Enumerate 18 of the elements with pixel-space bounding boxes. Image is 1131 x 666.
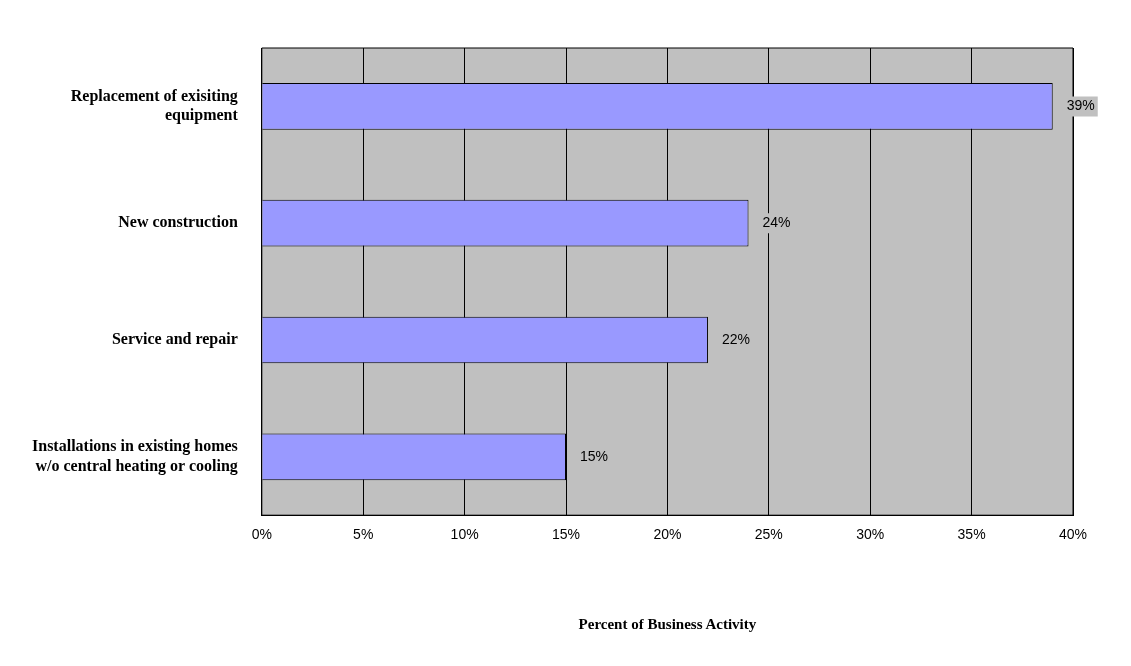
x-tick-label: 25%	[754, 526, 783, 543]
y-tick-label: Service and repair	[111, 330, 238, 349]
data-label: 15%	[580, 447, 609, 464]
y-tick-label: New construction	[118, 213, 238, 231]
x-tick-label: 20%	[653, 526, 682, 543]
data-label: 39%	[1066, 97, 1095, 114]
x-tick-label: 0%	[251, 526, 272, 543]
x-axis-title: Percent of Business Activity	[578, 615, 757, 632]
data-label: 24%	[762, 214, 791, 231]
x-tick-label: 35%	[957, 526, 986, 543]
y-tick-label: Installations in existing homes w/o central heating or cooling	[32, 437, 238, 475]
data-label: 22%	[721, 330, 750, 347]
x-tick-label: 15%	[551, 526, 581, 543]
x-tick-label: 30%	[856, 526, 885, 543]
x-tick-label: 5%	[353, 526, 374, 543]
x-tick-label: 40%	[1058, 526, 1088, 543]
y-tick-label: Replacement of exisiting equipment	[70, 86, 239, 125]
x-tick-label: 10%	[450, 526, 479, 543]
